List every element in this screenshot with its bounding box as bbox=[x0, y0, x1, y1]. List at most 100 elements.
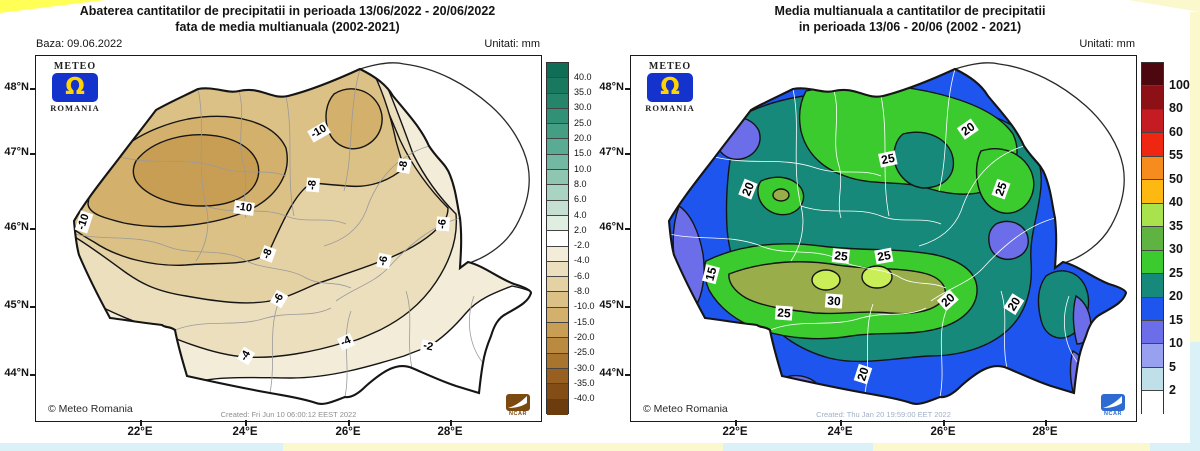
right-map-frame: 20 15 25 20 25 25 25 30 25 20 20 20 METEO Ω ROMANIA… bbox=[630, 55, 1137, 422]
colorbar-tick-label: 25 bbox=[1169, 265, 1183, 280]
y-axis-tick bbox=[30, 228, 35, 230]
background-strip-bottom-4 bbox=[873, 443, 1150, 451]
left-colorbar bbox=[546, 62, 569, 415]
y-axis-label: 44°N bbox=[599, 367, 624, 379]
y-axis-label: 45°N bbox=[4, 299, 29, 311]
colorbar-segment bbox=[1142, 227, 1163, 251]
colorbar-segment bbox=[547, 368, 568, 385]
colorbar-tick-label: 10.0 bbox=[574, 163, 592, 174]
left-map-frame: -10 -10 -10 -8 -8 -8 -6 -6 -6 -4 -4 -2 METEO Ω ROMA… bbox=[35, 55, 542, 422]
colorbar-tick-label: 30 bbox=[1169, 242, 1183, 257]
colorbar-segment bbox=[1142, 250, 1163, 275]
colorbar-tick-label: 15.0 bbox=[574, 148, 592, 159]
colorbar-segment bbox=[1142, 320, 1163, 345]
left-map-title: Abaterea cantitatilor de precipitatii in… bbox=[25, 3, 550, 35]
colorbar-tick-label: 35.0 bbox=[574, 87, 592, 98]
background-strip-bottom-1 bbox=[0, 443, 283, 451]
colorbar-segment bbox=[1142, 180, 1163, 204]
colorbar-segment bbox=[1142, 274, 1163, 298]
colorbar-tick-label: 25.0 bbox=[574, 117, 592, 128]
right-copyright: © Meteo Romania bbox=[643, 403, 728, 415]
contour-region-17 bbox=[864, 69, 905, 88]
left-base-date: Baza: 09.06.2022 bbox=[36, 38, 123, 50]
colorbar-segment bbox=[547, 139, 568, 155]
colorbar-tick-label: -10.0 bbox=[574, 301, 595, 312]
colorbar-segment bbox=[1142, 156, 1163, 181]
colorbar-tick-label: 4.0 bbox=[574, 209, 587, 220]
x-axis-tick bbox=[943, 420, 945, 426]
logo-meteo-text-right: METEO bbox=[648, 61, 692, 72]
colorbar-segment bbox=[547, 170, 568, 186]
colorbar-segment bbox=[547, 185, 568, 201]
colorbar-segment bbox=[1142, 86, 1163, 110]
left-title-line2: fata de media multianuala (2002-2021) bbox=[175, 20, 400, 34]
colorbar-tick-label: 35 bbox=[1169, 218, 1183, 233]
ncar-logo-right: NCAR bbox=[1098, 394, 1128, 417]
colorbar-tick-label: -15.0 bbox=[574, 316, 595, 327]
contour-label: 25 bbox=[774, 305, 794, 321]
colorbar-tick-label: 40.0 bbox=[574, 71, 592, 82]
colorbar-segment bbox=[547, 338, 568, 354]
background-wedge-top-right bbox=[1128, 0, 1200, 12]
colorbar-segment bbox=[1142, 344, 1163, 368]
colorbar-tick-label: -6.0 bbox=[574, 270, 590, 281]
colorbar-segment bbox=[547, 231, 568, 247]
background-strip-bottom-3 bbox=[723, 443, 873, 451]
y-axis-tick bbox=[625, 153, 630, 155]
colorbar-tick-label: 8.0 bbox=[574, 178, 587, 189]
colorbar-segment bbox=[547, 154, 568, 171]
x-axis-label: 28°E bbox=[1032, 426, 1058, 438]
colorbar-segment bbox=[1142, 63, 1163, 87]
romania-outline bbox=[667, 67, 1128, 405]
colorbar-segment bbox=[547, 307, 568, 324]
colorbar-segment bbox=[547, 78, 568, 94]
colorbar-tick-label: -2.0 bbox=[574, 240, 590, 251]
background-strip-bottom-5 bbox=[1150, 443, 1200, 451]
contour-region-10 bbox=[772, 188, 790, 202]
colorbar-tick-label: 15 bbox=[1169, 312, 1183, 327]
contour-label: 25 bbox=[831, 248, 851, 264]
left-copyright: © Meteo Romania bbox=[48, 403, 133, 415]
left-map-drawing bbox=[72, 62, 533, 405]
y-axis-label: 44°N bbox=[4, 367, 29, 379]
colorbar-tick-label: 2.0 bbox=[574, 224, 587, 235]
y-axis-tick bbox=[625, 306, 630, 308]
colorbar-tick-label: 40 bbox=[1169, 195, 1183, 210]
colorbar-tick-label: 100 bbox=[1169, 77, 1190, 92]
x-axis-label: 26°E bbox=[930, 426, 956, 438]
contour-region-16 bbox=[713, 115, 761, 160]
y-axis-label: 46°N bbox=[4, 221, 29, 233]
x-axis-tick bbox=[840, 420, 842, 426]
right-title-line1: Media multianuala a cantitatilor de prec… bbox=[774, 4, 1046, 18]
colorbar-tick-label: 60 bbox=[1169, 124, 1183, 139]
left-created-timestamp: Created: Fri Jun 10 06:00:12 EEST 2022 bbox=[220, 410, 357, 419]
logo-romania-text-right: ROMANIA bbox=[645, 103, 695, 113]
contour-label: -6 bbox=[435, 216, 451, 232]
colorbar-tick-label: -4.0 bbox=[574, 255, 590, 266]
contour-region-13 bbox=[988, 220, 1029, 261]
y-axis-tick bbox=[30, 374, 35, 376]
colorbar-segment bbox=[547, 353, 568, 369]
contour-region-3 bbox=[893, 131, 955, 189]
right-map-drawing bbox=[667, 62, 1128, 405]
contour-region-5 bbox=[325, 88, 383, 150]
colorbar-tick-label: 30.0 bbox=[574, 102, 592, 113]
meteo-romania-logo-right: METEO Ω ROMANIA bbox=[641, 61, 699, 113]
ncar-label-left: NCAR bbox=[509, 411, 527, 417]
colorbar-segment bbox=[1142, 203, 1163, 228]
colorbar-segment bbox=[547, 246, 568, 262]
contour-label: -8 bbox=[396, 158, 412, 174]
colorbar-tick-label: 20.0 bbox=[574, 133, 592, 144]
colorbar-tick-label: -30.0 bbox=[574, 362, 595, 373]
y-axis-label: 46°N bbox=[599, 221, 624, 233]
colorbar-segment bbox=[547, 292, 568, 308]
colorbar-tick-label: -20.0 bbox=[574, 331, 595, 342]
colorbar-segment bbox=[1142, 133, 1163, 157]
colorbar-segment bbox=[547, 63, 568, 79]
y-axis-tick bbox=[625, 88, 630, 90]
colorbar-tick-label: 5 bbox=[1169, 359, 1176, 374]
x-axis-label: 28°E bbox=[437, 426, 463, 438]
background-wedge-top-left bbox=[0, 0, 105, 13]
ncar-swoosh-icon-right bbox=[1101, 394, 1125, 411]
